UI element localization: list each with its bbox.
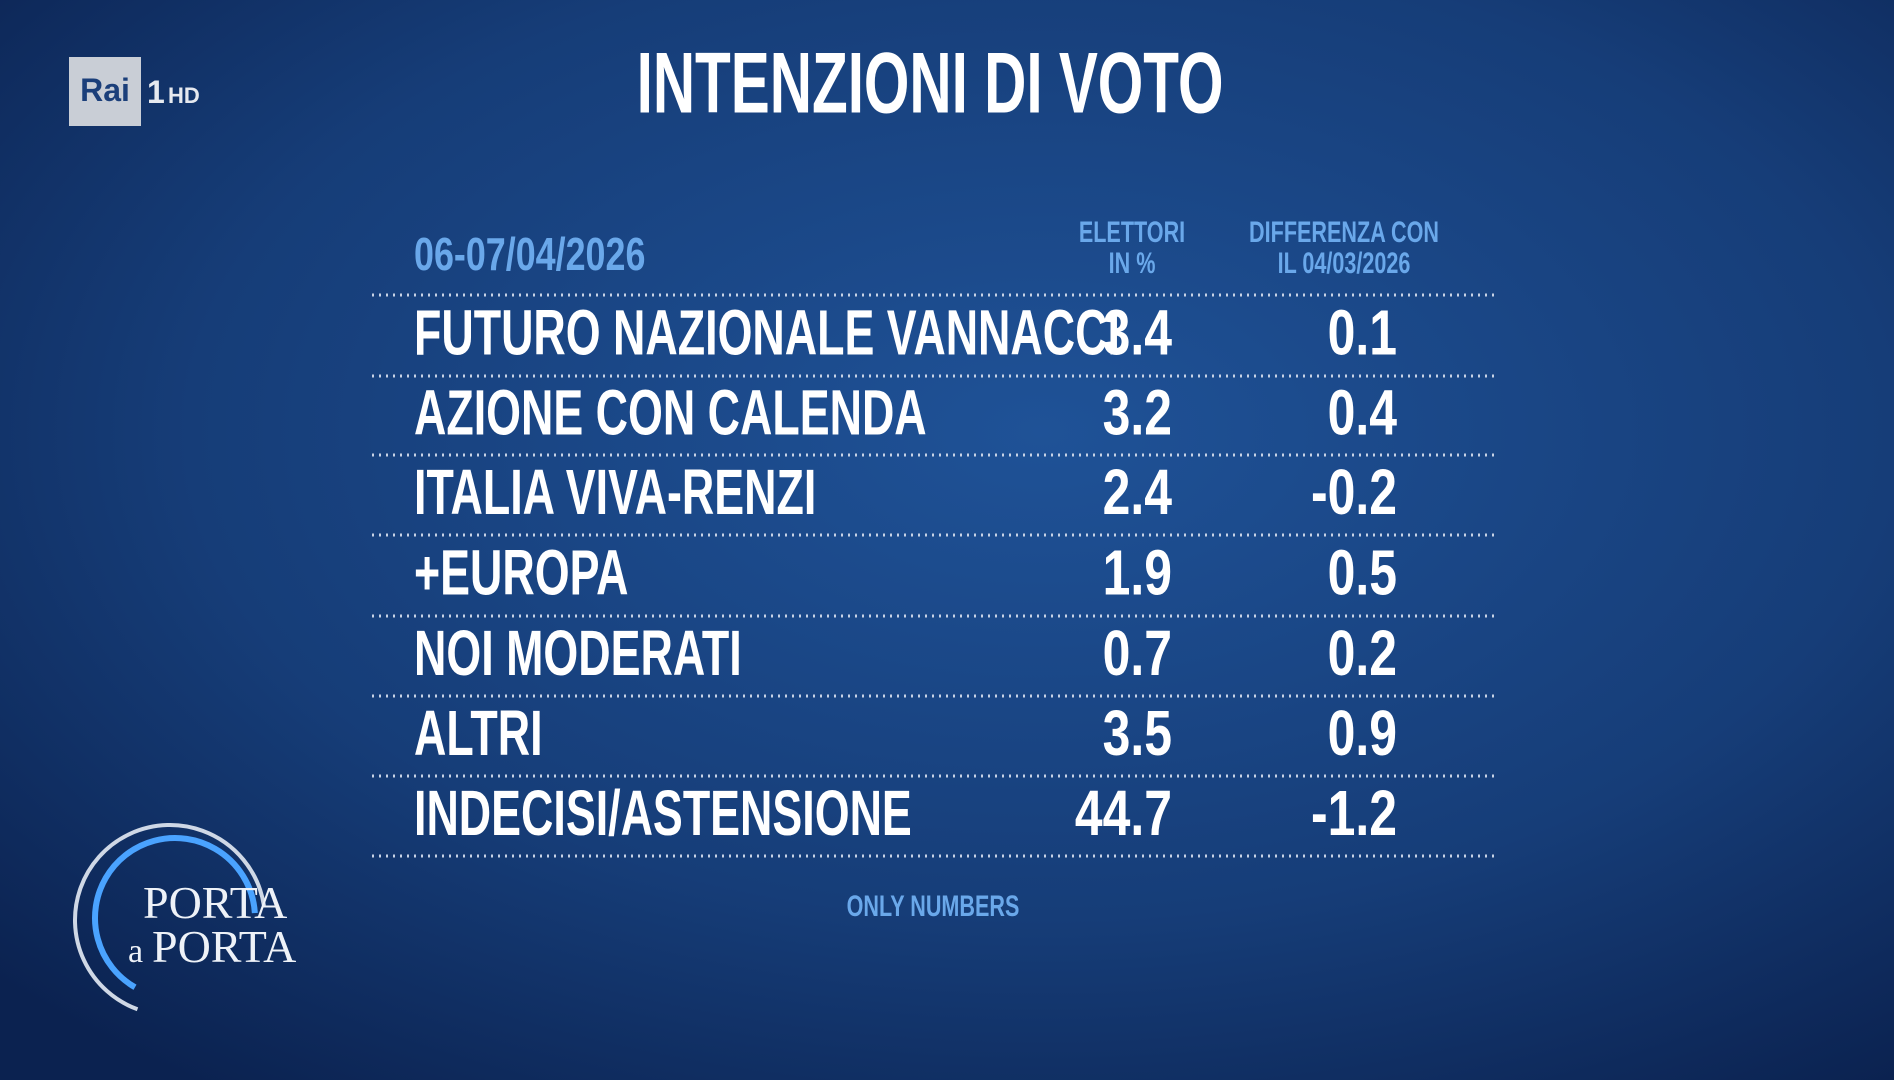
show-logo: PORTA a PORTA [72, 823, 296, 1017]
footnote: ONLY NUMBERS [847, 888, 1020, 922]
party-name: NOI MODERATI [414, 617, 742, 689]
difference: 0.5 [1328, 538, 1397, 609]
column-header: IN % [1109, 245, 1156, 279]
vote-share: 0.7 [1103, 618, 1172, 689]
logo-number: 1 [147, 74, 165, 110]
party-name: AZIONE CON CALENDA [414, 376, 927, 448]
logo-ring [72, 823, 267, 1017]
column-header: DIFFERENZA CON [1249, 214, 1439, 248]
table-date: 06-07/04/2026 [414, 229, 645, 280]
difference: 0.2 [1328, 618, 1397, 689]
channel-logo: Rai 1 HD [69, 57, 200, 126]
difference: -1.2 [1311, 778, 1397, 849]
difference: -0.2 [1311, 457, 1397, 528]
column-header: IL 04/03/2026 [1278, 245, 1411, 279]
logo-line2: PORTA [152, 921, 296, 972]
party-name: +EUROPA [414, 536, 628, 608]
logo-channel: Rai [80, 72, 130, 108]
logo-box [69, 57, 141, 126]
logo-ring [92, 834, 259, 1001]
logo-small: a [128, 933, 143, 970]
difference: 0.1 [1328, 298, 1397, 369]
logo-suffix: HD [168, 83, 200, 108]
party-name: FUTURO NAZIONALE VANNACCI [414, 296, 1120, 368]
title: INTENZIONI DI VOTO [637, 34, 1224, 131]
vote-share: 44.7 [1075, 778, 1172, 849]
party-name: ALTRI [414, 697, 543, 769]
difference: 0.4 [1328, 378, 1397, 449]
vote-share: 3.5 [1103, 698, 1172, 769]
difference: 0.9 [1328, 698, 1397, 769]
vote-share: 3.2 [1103, 378, 1172, 449]
vote-share: 3.4 [1103, 298, 1172, 369]
party-name: INDECISI/ASTENSIONE [414, 777, 912, 849]
party-name: ITALIA VIVA-RENZI [414, 456, 816, 528]
logo-line1: PORTA [143, 877, 287, 928]
column-header: ELETTORI [1079, 214, 1185, 248]
vote-share: 1.9 [1103, 538, 1172, 609]
vote-share: 2.4 [1103, 457, 1172, 528]
